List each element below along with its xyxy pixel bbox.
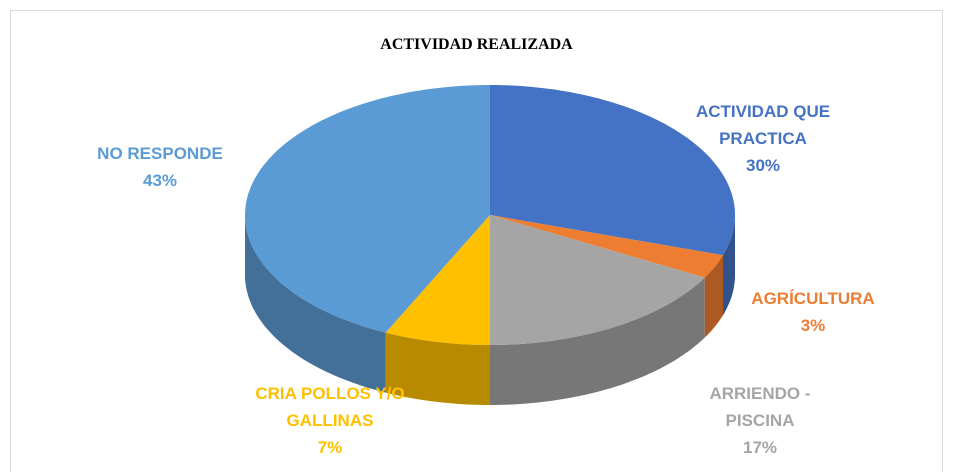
value-label: 43% [142, 171, 178, 190]
pie-slice [490, 215, 705, 345]
data-label: AGRÍCULTURA 3% [728, 285, 898, 339]
pie-slice [385, 215, 490, 345]
pie-slice-side [245, 215, 386, 393]
pie-slice-side [385, 332, 490, 405]
category-label: ACTIVIDAD QUE PRACTICA [695, 102, 831, 148]
chart-title: ACTIVIDAD REALIZADA [380, 36, 573, 53]
category-label: NO RESPONDE [97, 144, 223, 163]
data-label: ACTIVIDAD QUE PRACTICA 30% [678, 98, 848, 179]
category-label: CRIA POLLOS Y/O GALLINAS [255, 384, 405, 430]
data-label: NO RESPONDE 43% [75, 140, 245, 194]
category-label: AGRÍCULTURA [751, 289, 875, 308]
value-label: 30% [745, 156, 781, 175]
pie-slice [490, 215, 723, 278]
value-label: 3% [800, 316, 826, 335]
pie-slice [245, 85, 490, 333]
pie-slice [490, 85, 735, 256]
category-label: ARRIENDO - PISCINA [709, 384, 811, 430]
pie-slice-side [723, 215, 735, 316]
data-label: ARRIENDO - PISCINA 17% [675, 380, 845, 461]
value-label: 7% [317, 438, 343, 457]
pie-slice-side [490, 277, 705, 405]
pie-slice-side [704, 255, 723, 338]
data-label: CRIA POLLOS Y/O GALLINAS 7% [245, 380, 415, 461]
value-label: 17% [742, 438, 778, 457]
